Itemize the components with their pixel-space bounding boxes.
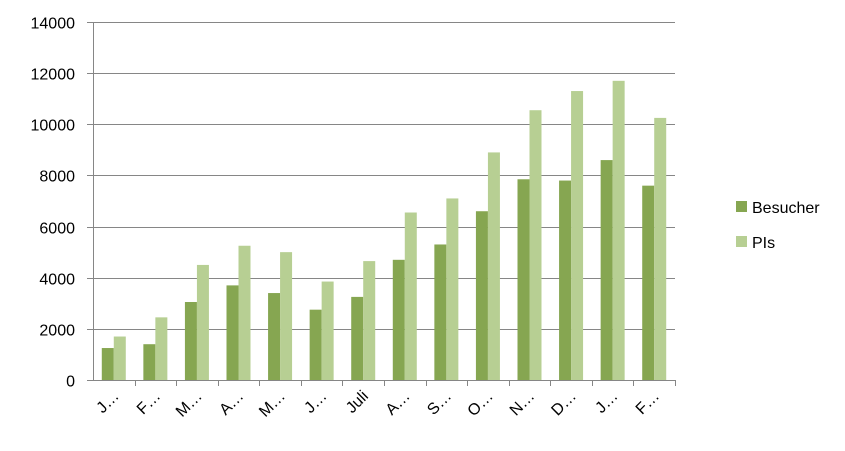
bar-besucher <box>143 344 156 380</box>
bar-pis <box>280 252 293 380</box>
bar-besucher <box>559 180 572 380</box>
bar-pis <box>363 261 376 380</box>
bar-pis <box>446 198 459 380</box>
bar-besucher <box>226 285 239 380</box>
x-tick-label: J… <box>94 388 123 417</box>
bars <box>101 80 667 381</box>
bar-besucher <box>268 293 281 380</box>
bar-pis <box>155 317 168 380</box>
bar-pis <box>487 152 500 380</box>
bar-pis <box>238 245 251 380</box>
x-tick-label: N… <box>507 388 539 420</box>
x-tick-label: Juli <box>343 388 372 417</box>
y-tick-label: 4000 <box>39 272 75 289</box>
x-tick-label: F… <box>633 388 663 418</box>
bar-pis <box>612 80 625 381</box>
bar-pis <box>196 264 209 380</box>
legend: Besucher PIs <box>736 200 820 252</box>
x-tick-label: A… <box>383 388 414 419</box>
bar-besucher <box>392 259 405 380</box>
x-tick-label: M… <box>173 388 206 421</box>
axes <box>87 22 676 386</box>
x-tick-label: O… <box>465 388 497 420</box>
bar-pis <box>654 117 667 381</box>
bar-besucher <box>184 302 197 380</box>
y-tick-label: 0 <box>66 374 75 391</box>
bar-besucher <box>642 185 655 380</box>
x-tick-label: J… <box>301 388 330 417</box>
bar-pis <box>113 336 126 380</box>
bar-pis <box>321 281 334 380</box>
x-tick-label: F… <box>134 388 164 418</box>
x-tick-label: M… <box>256 388 289 421</box>
y-tick-label: 12000 <box>31 67 76 84</box>
bar-besucher <box>101 348 114 380</box>
bar-besucher <box>475 211 488 380</box>
bar-pis <box>404 212 417 380</box>
x-tick-label: D… <box>548 388 580 420</box>
y-tick-label: 2000 <box>39 323 75 340</box>
bar-pis <box>571 91 584 381</box>
bar-besucher <box>309 309 322 380</box>
x-tick-labels: J… F… M… A… M… J… Juli A… S… O… N… D… J… F… <box>94 388 663 421</box>
legend-label-pis: PIs <box>752 235 775 252</box>
bar-besucher <box>434 244 447 380</box>
bar-besucher <box>351 296 364 380</box>
gridlines <box>93 22 675 330</box>
x-tick-label: S… <box>424 388 455 419</box>
legend-swatch-besucher <box>736 201 747 212</box>
bar-pis <box>529 110 542 380</box>
y-tick-label: 14000 <box>31 16 76 33</box>
legend-swatch-pis <box>736 236 747 247</box>
y-tick-label: 8000 <box>39 169 75 186</box>
y-tick-label: 10000 <box>31 118 76 135</box>
bar-besucher <box>517 179 530 380</box>
bar-besucher <box>600 160 613 380</box>
legend-label-besucher: Besucher <box>752 200 820 217</box>
y-tick-labels: 0 2000 4000 6000 8000 10000 12000 14000 <box>31 16 76 391</box>
y-tick-label: 6000 <box>39 221 75 238</box>
x-tick-label: A… <box>216 388 247 419</box>
x-tick-label: J… <box>592 388 621 417</box>
